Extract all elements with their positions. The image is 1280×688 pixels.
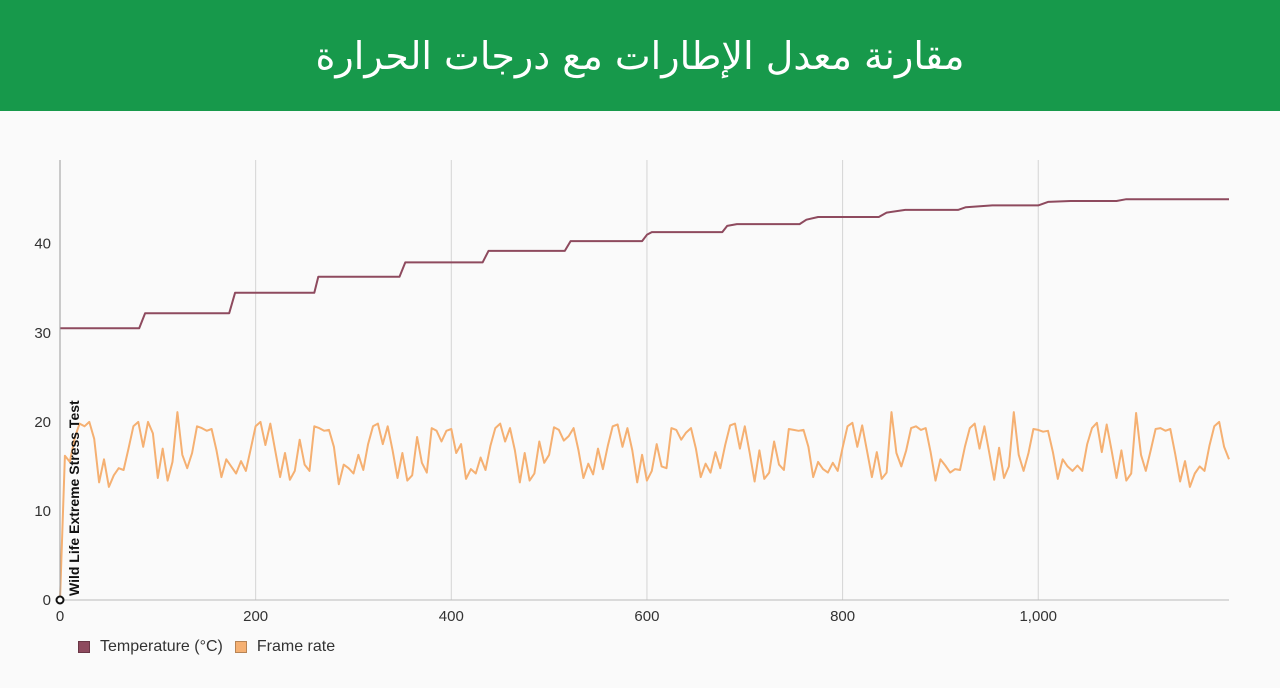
x-tick-label: 600: [634, 608, 659, 625]
legend: Temperature (°C) Frame rate: [78, 638, 347, 656]
legend-swatch-frame-rate: [234, 641, 247, 653]
series-line-frame-rate: [59, 411, 1230, 601]
annotation-label: Wild Life Extreme Stress Test: [66, 400, 82, 596]
x-tick-label: 800: [830, 608, 855, 625]
axis-layer: 0 200 400 600 800 1,000 0 10 20 30 40: [34, 160, 1229, 625]
header-bar: مقارنة معدل الإطارات مع درجات الحرارة: [0, 0, 1280, 111]
x-tick-label: 400: [439, 608, 464, 625]
legend-swatch-temperature: [78, 641, 90, 653]
grid-lines: [255, 160, 1039, 600]
y-tick-label: 30: [34, 325, 51, 342]
chart-area: [0, 111, 1280, 688]
annotation-marker: [55, 595, 65, 605]
y-tick-label: 20: [34, 414, 51, 431]
y-tick-label: 0: [43, 592, 51, 609]
series-line-temperature: [60, 198, 1229, 330]
legend-item-frame-rate: Frame rate: [234, 638, 336, 656]
legend-label-temperature: Temperature (°C): [100, 638, 223, 655]
x-tick-label: 1,000: [1019, 608, 1057, 625]
y-tick-label: 10: [34, 503, 51, 520]
series-layer: [59, 198, 1230, 601]
page-title: مقارنة معدل الإطارات مع درجات الحرارة: [315, 33, 965, 78]
x-tick-label: 200: [243, 608, 268, 625]
y-tick-label: 40: [34, 236, 51, 253]
legend-label-frame-rate: Frame rate: [256, 638, 336, 655]
x-tick-label: 0: [56, 608, 64, 625]
legend-item-temperature: Temperature (°C): [78, 638, 223, 656]
